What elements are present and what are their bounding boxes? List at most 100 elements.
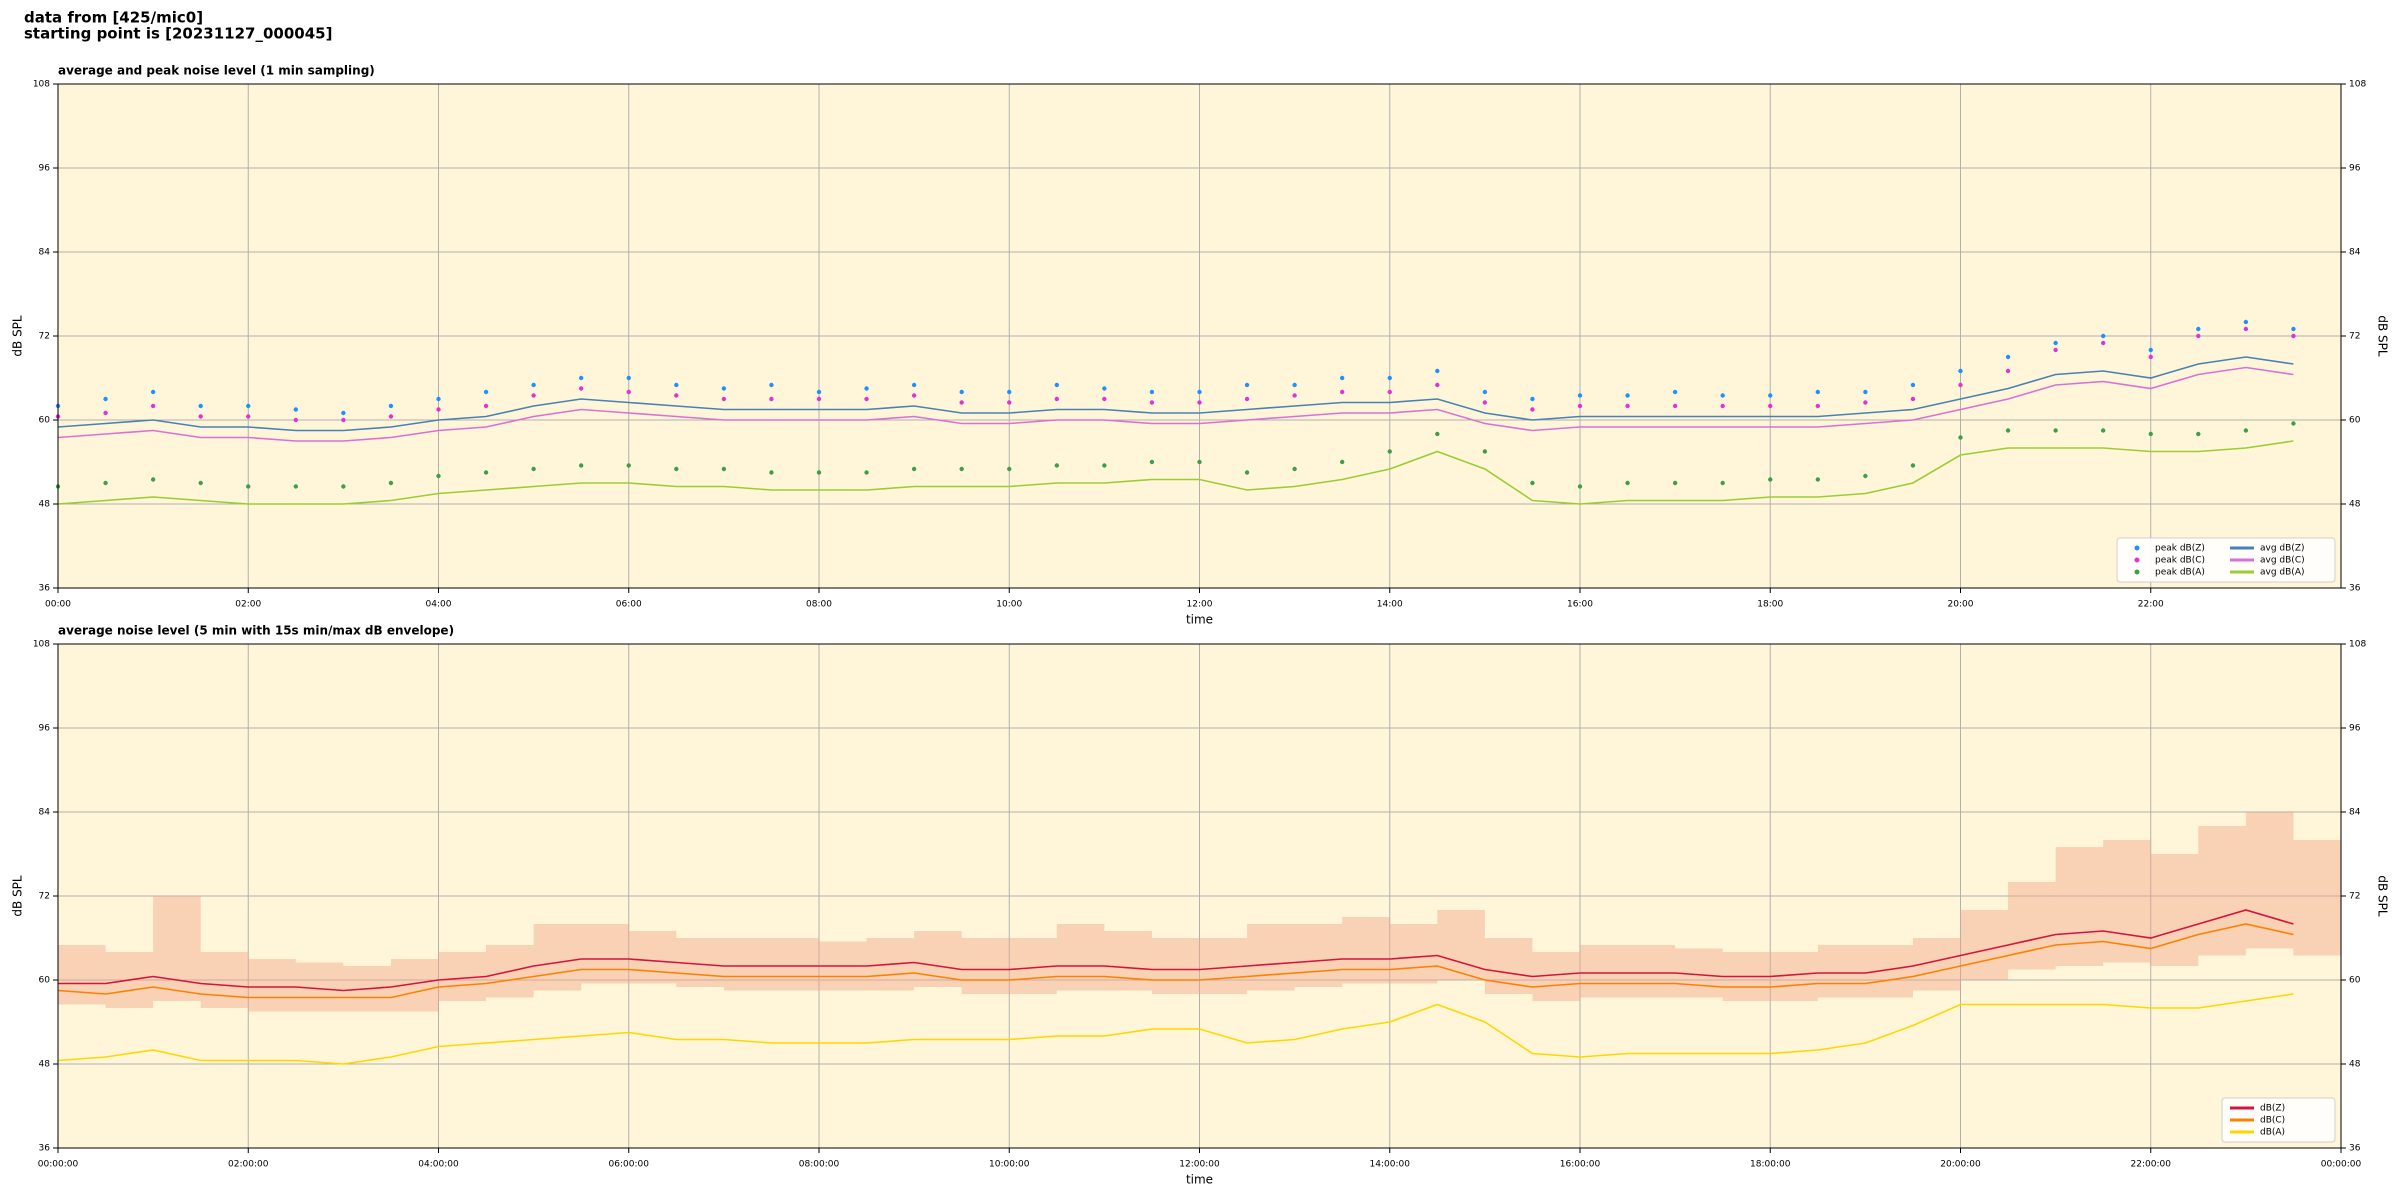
peak-point xyxy=(1054,382,1060,388)
x-tick-label: 22:00:00 xyxy=(2131,1160,2172,1170)
envelope-band xyxy=(2293,840,2341,956)
x-tick-label: 04:00 xyxy=(426,600,452,610)
x-tick-label: 14:00:00 xyxy=(1370,1160,1411,1170)
envelope-band xyxy=(58,945,106,1005)
series-line xyxy=(57,356,2294,432)
legend-label: dB(A) xyxy=(2260,1128,2285,1138)
legend-label: avg dB(A) xyxy=(2260,568,2304,578)
peak-point xyxy=(674,466,679,472)
x-tick-label: 20:00 xyxy=(1948,600,1974,610)
peak-point xyxy=(2196,431,2201,437)
y-tick-label: 60 xyxy=(39,976,51,986)
y-tick-label-right: 84 xyxy=(2349,248,2361,258)
peak-point xyxy=(1530,396,1535,402)
peak-point xyxy=(388,403,394,409)
peak-point xyxy=(1958,382,1963,388)
y-tick-label-right: 108 xyxy=(2349,80,2366,90)
x-tick-label: 18:00:00 xyxy=(1750,1160,1791,1170)
peak-point xyxy=(1815,403,1821,409)
series-line xyxy=(57,440,2294,505)
peak-point xyxy=(1292,466,1297,472)
peak-point xyxy=(1958,368,1963,374)
peak-point xyxy=(2053,340,2058,346)
peak-point xyxy=(531,382,536,388)
y-tick-label: 72 xyxy=(39,332,50,342)
peak-point xyxy=(674,393,679,398)
peak-point xyxy=(2100,340,2106,346)
peak-point xyxy=(293,484,299,489)
series-line xyxy=(57,366,2294,442)
peak-point xyxy=(1197,400,1202,405)
legend-marker xyxy=(2134,569,2140,575)
envelope-band xyxy=(2055,847,2104,966)
y-tick-label: 36 xyxy=(39,1144,51,1154)
peak-point xyxy=(1768,477,1773,482)
peak-point xyxy=(1768,403,1773,409)
legend-label: avg dB(Z) xyxy=(2260,544,2305,554)
peak-point xyxy=(436,473,441,479)
peak-point xyxy=(1863,389,1868,395)
y-tick-label-right: 60 xyxy=(2349,416,2361,426)
peak-point xyxy=(1102,386,1107,391)
x-tick-label: 12:00 xyxy=(1187,600,1213,610)
envelope-band xyxy=(1342,917,1390,984)
peak-point xyxy=(483,389,489,395)
legend-label: peak dB(A) xyxy=(2155,568,2205,578)
y-tick-label-right: 96 xyxy=(2349,164,2361,174)
peak-point xyxy=(721,396,727,402)
legend-box xyxy=(2116,537,2336,583)
envelope-band xyxy=(1294,924,1343,987)
peak-point xyxy=(721,386,727,391)
legend-label: avg dB(C) xyxy=(2260,556,2305,566)
peak-point xyxy=(150,477,156,482)
x-tick-label: 16:00 xyxy=(1567,600,1593,610)
peak-point xyxy=(103,410,108,416)
peak-point xyxy=(1292,382,1297,388)
peak-point xyxy=(531,466,536,472)
peak-point xyxy=(2148,347,2153,353)
peak-point xyxy=(1625,393,1630,398)
y-tick-label: 60 xyxy=(39,416,51,426)
x-tick-label: 16:00:00 xyxy=(1560,1160,1601,1170)
envelope-band xyxy=(1247,924,1295,991)
header-line: starting point is [20231127_000045] xyxy=(24,25,332,43)
envelope-band xyxy=(1484,938,1533,994)
peak-point xyxy=(1292,393,1297,398)
y-axis-label-right: dB SPL xyxy=(2376,875,2390,917)
peak-point xyxy=(198,480,203,486)
peak-point xyxy=(1435,431,1440,437)
peak-point xyxy=(816,389,822,395)
peak-point xyxy=(2100,428,2106,433)
peak-point xyxy=(2196,333,2201,339)
peak-point xyxy=(959,466,964,472)
peak-point xyxy=(2100,333,2106,339)
peak-point xyxy=(769,396,774,402)
y-tick-label-right: 96 xyxy=(2349,724,2361,734)
peak-point xyxy=(246,484,251,489)
peak-point xyxy=(1197,459,1202,465)
peak-point xyxy=(1244,470,1250,475)
peak-point xyxy=(578,375,584,381)
peak-point xyxy=(1244,396,1250,402)
x-tick-label: 04:00:00 xyxy=(418,1160,459,1170)
peak-point xyxy=(341,410,346,416)
peak-point xyxy=(721,466,727,472)
envelope-band xyxy=(581,924,629,984)
envelope-band xyxy=(914,931,962,987)
y-tick-label-right: 36 xyxy=(2349,1144,2361,1154)
chart-title: average noise level (5 min with 15s min/… xyxy=(58,624,454,638)
peak-point xyxy=(1387,449,1392,454)
peak-point xyxy=(864,396,869,402)
peak-point xyxy=(246,414,251,419)
series-line xyxy=(57,993,2294,1065)
peak-point xyxy=(246,403,251,409)
peak-point xyxy=(864,386,869,391)
x-tick-label: 12:00:00 xyxy=(1179,1160,1220,1170)
peak-point xyxy=(2243,326,2249,332)
peak-point xyxy=(2148,431,2153,437)
peak-point xyxy=(1149,389,1155,395)
peak-point xyxy=(1625,480,1630,486)
peak-point xyxy=(1102,463,1107,468)
envelope-band xyxy=(2198,826,2246,956)
y-axis-label: dB SPL xyxy=(11,875,25,917)
